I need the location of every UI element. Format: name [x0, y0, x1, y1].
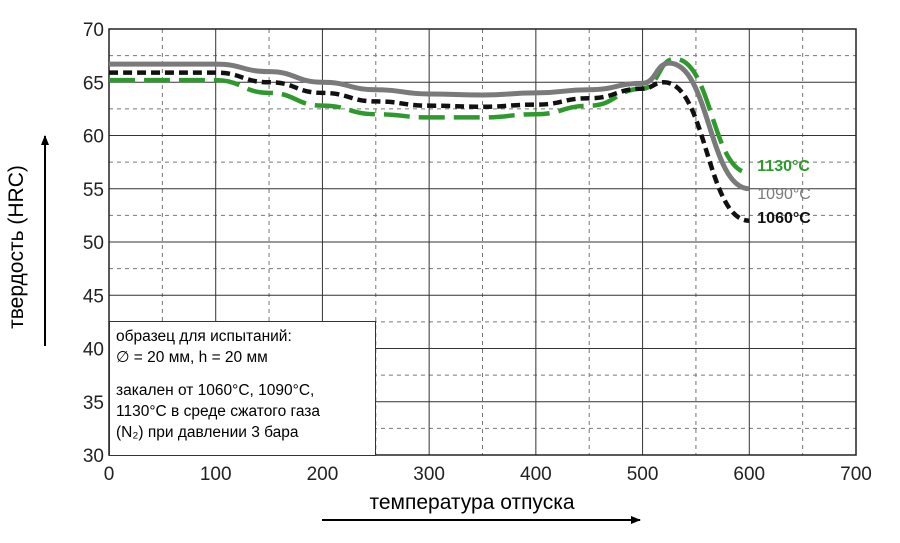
y-tick-label: 65: [83, 73, 104, 94]
y-tick-label: 60: [83, 127, 104, 148]
note-line: (N₂) при давлении 3 бара: [116, 424, 299, 441]
y-tick-label: 40: [83, 340, 104, 361]
y-tick-label: 70: [83, 20, 104, 41]
x-tick-label: 100: [200, 464, 232, 485]
x-tick-label: 400: [520, 464, 552, 485]
y-axis-title: твердость (HRC): [5, 165, 28, 329]
test-conditions-note: образец для испытаний: ∅ = 20 мм, h = 20…: [109, 321, 376, 456]
series-line-3: [109, 70, 750, 223]
note-line: ∅ = 20 мм, h = 20 мм: [116, 349, 268, 366]
x-tick-label: 300: [413, 464, 445, 485]
series-label-2: 1090°C: [757, 186, 811, 203]
series-label-3: 1060°C: [757, 210, 811, 227]
y-tick-label: 45: [83, 286, 104, 307]
series-labels: 1130°C 1090°C 1060°C: [757, 158, 811, 227]
x-tick-label: 600: [733, 464, 765, 485]
x-tick-label: 200: [307, 464, 339, 485]
series-line-2: [109, 60, 750, 192]
series-label-1: 1130°C: [757, 158, 810, 175]
note-line: образец для испытаний:: [116, 328, 292, 345]
y-tick-label: 35: [83, 393, 104, 414]
x-tick-labels: 0 100 200 300 400 500 600 700: [104, 464, 872, 485]
x-axis-title: температура отпуска: [369, 491, 574, 514]
y-tick-label: 50: [83, 233, 104, 254]
y-tick-label: 30: [83, 446, 104, 467]
note-line: закален от 1060°C, 1090°C,: [116, 382, 315, 399]
y-tick-label: 55: [83, 180, 104, 201]
plot-frame: [108, 28, 857, 456]
y-tick-labels: 30 35 40 45 50 55 60 65 70: [83, 20, 104, 467]
x-tick-label: 500: [627, 464, 659, 485]
x-tick-label: 700: [840, 464, 872, 485]
series-lines: [109, 56, 750, 223]
x-tick-label: 0: [104, 464, 115, 485]
note-line: 1130°C в среде сжатого газа: [116, 403, 321, 420]
